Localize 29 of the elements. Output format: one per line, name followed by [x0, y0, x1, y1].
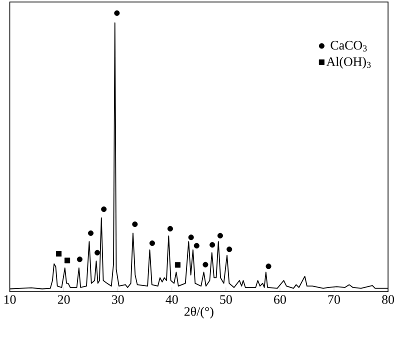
x-tick-label: 60	[274, 294, 286, 304]
point	[88, 230, 94, 236]
legend-label: CaCO$_{3}$	[330, 40, 367, 52]
x-tick-label: 80	[382, 294, 394, 304]
point	[202, 262, 208, 268]
point	[64, 257, 70, 264]
point	[76, 256, 82, 262]
point	[266, 263, 272, 269]
x-tick-label: 50	[220, 294, 232, 304]
point	[217, 232, 223, 238]
point	[174, 262, 181, 268]
point	[132, 221, 138, 227]
x-axis-title: 2θ/(°)	[184, 306, 214, 318]
point	[114, 10, 120, 16]
point	[56, 250, 62, 256]
point	[94, 250, 100, 256]
point	[226, 246, 232, 252]
x-tick-label: 70	[328, 294, 340, 304]
point	[194, 242, 200, 248]
point	[188, 234, 194, 240]
x-tick-label: 30	[112, 294, 124, 304]
x-tick-label: 20	[58, 294, 70, 304]
legend-label: Al(OH)$_{3}$	[326, 56, 371, 68]
point	[210, 242, 216, 248]
point	[149, 240, 156, 246]
point	[101, 206, 107, 212]
point	[167, 226, 173, 232]
x-tick-label: 10	[4, 294, 16, 304]
x-tick-label: 40	[166, 294, 178, 304]
